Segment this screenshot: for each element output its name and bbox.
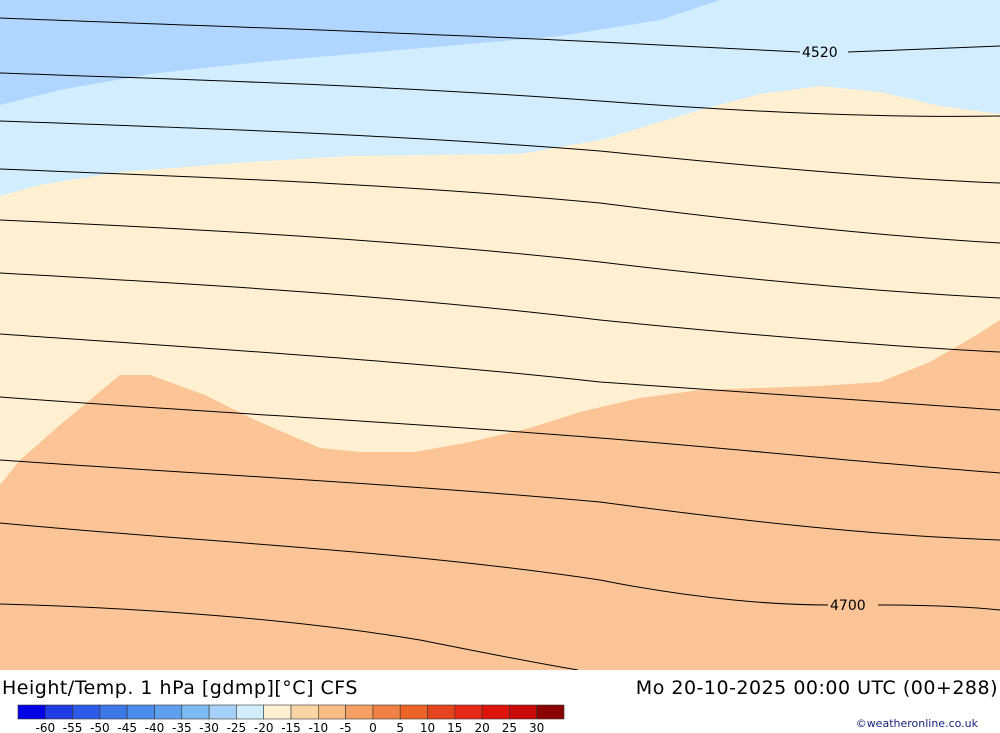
legend-tick-label: -40 [145,721,165,733]
legend-swatch [481,704,510,720]
legend-tick-label: -50 [90,721,110,733]
legend-tick-label: -10 [308,721,328,733]
band-minus-10 [0,320,1000,670]
legend-swatch [126,704,155,720]
legend-swatch [72,704,101,720]
legend-swatch [181,704,210,720]
legend-tick-label: -25 [227,721,247,733]
contour-label-4700: 4700 [830,598,866,614]
legend-tick-label: -35 [172,721,192,733]
temperature-legend: -60 -55 -50 -45 -40 -35 -30 -25 -20 -15 -10 -5 0 5 10 1… [17,704,565,733]
forecast-datetime: Mo 20-10-2025 00:00 UTC (00+288) [635,677,998,699]
contour-line [0,459,1000,541]
legend-tick-label: -30 [199,721,219,733]
legend-tick-label: 10 [420,721,435,733]
weather-map: 4520 4700 [0,0,1000,670]
legend-ticks: -60 -55 -50 -45 -40 -35 -30 -25 -20 -15 -10 -5 0 5 10 1… [35,721,544,733]
legend-swatch [536,704,565,720]
legend-swatch [17,704,46,720]
legend-swatch [399,704,428,720]
legend-tick-label: -55 [63,721,83,733]
legend-swatch [427,704,456,720]
legend-swatch [263,704,292,720]
legend-tick-label: 25 [502,721,517,733]
legend-tick-label: -5 [340,721,352,733]
legend-swatch [208,704,237,720]
legend-tick-label: 15 [447,721,462,733]
legend-swatch [345,704,374,720]
legend-swatch [509,704,537,720]
legend-swatch [154,704,183,720]
legend-swatch [290,704,319,720]
contour-label-4520: 4520 [802,45,838,61]
legend-tick-label: 5 [396,721,404,733]
legend-tick-label: -20 [254,721,274,733]
legend-swatch [236,704,264,720]
contour-line [0,522,1000,611]
legend-tick-label: -60 [35,721,55,733]
legend-tick-label: 30 [529,721,544,733]
legend-tick-label: 20 [474,721,489,733]
band-minus-35 [0,0,720,105]
map-title: Height/Temp. 1 hPa [gdmp][°C] CFS [2,677,358,699]
legend-swatch [317,704,346,720]
legend-swatch [99,704,128,720]
contour-line [0,219,1000,299]
contour-line [0,17,1000,53]
contour-line [0,272,1000,353]
height-contours [0,17,1000,670]
contour-line [0,333,1000,411]
legend-swatch [372,704,401,720]
credit-link[interactable]: ©weatheronline.co.uk [855,717,978,730]
contour-line [0,72,1000,117]
contour-line [0,396,1000,474]
contour-line [0,603,579,670]
legend-tick-label: 0 [369,721,377,733]
map-footer [0,670,1000,733]
contour-line [0,168,1000,244]
legend-swatch [44,704,73,720]
legend-swatch [454,704,483,720]
legend-swatches [17,704,565,720]
legend-tick-label: -45 [117,721,137,733]
legend-tick-label: -15 [281,721,301,733]
contour-line [0,120,1000,184]
